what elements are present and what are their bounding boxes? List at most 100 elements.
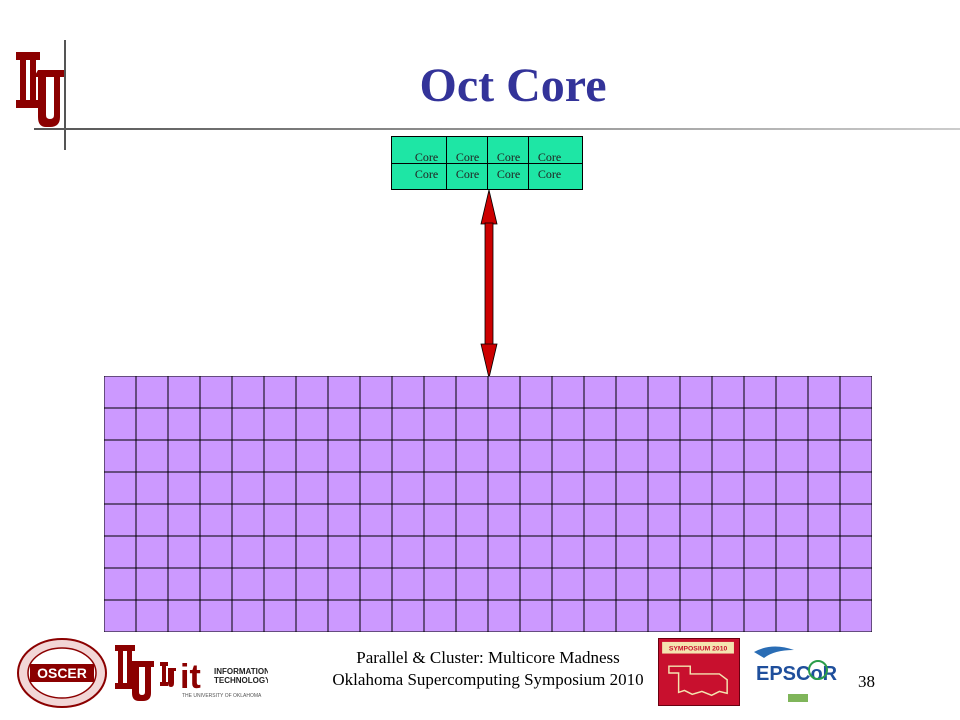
memory-cell — [679, 407, 713, 441]
memory-cell — [423, 599, 457, 632]
memory-cell — [135, 599, 169, 632]
memory-cell — [711, 407, 745, 441]
memory-cell — [104, 535, 137, 569]
memory-cell — [104, 439, 137, 473]
memory-cell — [295, 503, 329, 537]
memory-cell — [775, 599, 809, 632]
memory-cell — [104, 599, 137, 632]
core-cell: Core — [537, 167, 562, 181]
symposium-logo: SYMPOSIUM 2010 — [658, 638, 740, 706]
memory-cell — [167, 535, 201, 569]
memory-cell — [135, 376, 169, 409]
memory-cell — [359, 503, 393, 537]
memory-cell — [519, 503, 553, 537]
memory-cell — [743, 471, 777, 505]
memory-cell — [231, 439, 265, 473]
memory-cell — [327, 439, 361, 473]
memory-cell — [839, 407, 872, 441]
memory-cell — [263, 439, 297, 473]
memory-cell — [647, 599, 681, 632]
core-col-divider — [487, 137, 488, 189]
memory-cell — [199, 567, 233, 601]
memory-cell — [231, 503, 265, 537]
memory-cell — [455, 599, 489, 632]
memory-cell — [231, 535, 265, 569]
memory-cell — [455, 471, 489, 505]
memory-cell — [295, 535, 329, 569]
memory-cell — [455, 535, 489, 569]
memory-cell — [615, 535, 649, 569]
memory-cell — [839, 535, 872, 569]
memory-cell — [743, 439, 777, 473]
memory-cell — [135, 407, 169, 441]
memory-cell — [615, 599, 649, 632]
memory-cell — [743, 567, 777, 601]
it-logo-letters: it — [180, 658, 201, 696]
memory-cell — [199, 535, 233, 569]
memory-cell — [679, 439, 713, 473]
memory-cell — [711, 503, 745, 537]
memory-grid — [104, 376, 872, 632]
memory-cell — [199, 503, 233, 537]
memory-cell — [615, 567, 649, 601]
memory-cell — [807, 535, 841, 569]
memory-bus-arrow — [480, 189, 498, 379]
memory-cell — [583, 471, 617, 505]
it-logo-text-2: TECHNOLOGY — [214, 676, 268, 685]
memory-cell — [135, 503, 169, 537]
core-cell: Core — [455, 150, 480, 164]
memory-cell — [487, 376, 521, 409]
memory-cell — [839, 599, 872, 632]
memory-cell — [199, 407, 233, 441]
memory-cell — [807, 503, 841, 537]
memory-cell — [615, 471, 649, 505]
core-cell: Core — [496, 150, 521, 164]
page-number: 38 — [858, 672, 875, 691]
memory-cell — [295, 439, 329, 473]
memory-cell — [104, 407, 137, 441]
memory-cell — [295, 376, 329, 409]
memory-cell — [519, 599, 553, 632]
memory-cell — [551, 535, 585, 569]
memory-cell — [359, 567, 393, 601]
core-block: Core Core Core Core Core Core Core Core — [391, 136, 583, 190]
memory-cell — [104, 376, 137, 409]
memory-cell — [647, 503, 681, 537]
memory-cell — [519, 376, 553, 409]
memory-cell — [231, 599, 265, 632]
footer-event-title: Oklahoma Supercomputing Symposium 2010 — [332, 670, 644, 689]
memory-cell — [551, 599, 585, 632]
memory-cell — [167, 439, 201, 473]
memory-cell — [647, 407, 681, 441]
memory-cell — [327, 535, 361, 569]
memory-cell — [839, 567, 872, 601]
memory-cell — [199, 376, 233, 409]
memory-cell — [647, 376, 681, 409]
memory-cell — [679, 471, 713, 505]
memory-cell — [327, 407, 361, 441]
symposium-logo-text: SYMPOSIUM 2010 — [669, 646, 728, 653]
header-vertical-rule — [64, 40, 66, 150]
memory-cell — [807, 407, 841, 441]
memory-cell — [743, 535, 777, 569]
memory-cell — [519, 535, 553, 569]
memory-cell — [327, 567, 361, 601]
memory-cell — [295, 567, 329, 601]
memory-cell — [775, 503, 809, 537]
memory-cell — [455, 503, 489, 537]
memory-cell — [167, 503, 201, 537]
memory-cell — [711, 439, 745, 473]
memory-cell — [199, 439, 233, 473]
memory-cell — [839, 376, 872, 409]
memory-cell — [487, 439, 521, 473]
memory-cell — [679, 376, 713, 409]
memory-cell — [615, 503, 649, 537]
memory-cell — [104, 503, 137, 537]
memory-cell — [743, 376, 777, 409]
memory-cell — [423, 535, 457, 569]
memory-cell — [775, 471, 809, 505]
memory-cell — [391, 376, 425, 409]
memory-cell — [104, 567, 137, 601]
oscer-logo: OSCER — [16, 637, 108, 709]
memory-cell — [711, 567, 745, 601]
